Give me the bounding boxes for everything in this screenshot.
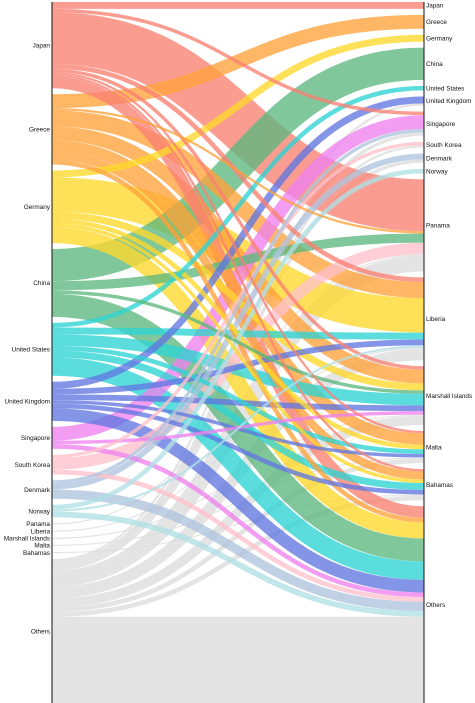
flow-singapore-to-singapore [51,115,425,441]
flow-denmark-to-others [51,489,425,611]
flow-japan-to-panama [51,12,425,232]
flow-germany-to-bahamas [51,223,425,483]
target-label-norway: Norway [426,168,448,175]
flow-greece-to-malta [51,140,425,445]
flow-united-states-to-malta [51,345,425,454]
source-label-marshall-islands: Marshall Islands [4,535,50,542]
source-label-japan: Japan [33,42,51,49]
flow-united-kingdom-to-liberia [51,339,425,395]
target-label-china: China [426,61,443,68]
source-label-norway: Norway [28,508,50,515]
source-label-south-korea: South Korea [14,462,50,469]
flow-germany-to-others [51,226,425,539]
target-label-japan: Japan [426,3,444,10]
flow-norway-to-liberia [51,345,425,512]
flow-others-to-marshall-islands [51,415,425,608]
flow-united-states-to-others [51,357,425,580]
flow-japan-to-malta [51,72,425,434]
flow-norway-to-norway [51,168,425,510]
target-label-bahamas: Bahamas [426,482,453,489]
flow-bahamas-to-bahamas [51,494,425,554]
target-label-singapore: Singapore [426,121,456,128]
flow-japan-to-bahamas [51,74,425,472]
flow-greece-to-panama [51,108,425,234]
flow-norway-to-others [51,511,425,617]
source-label-greece: Greece [29,127,50,134]
flow-united-kingdom-to-marshall-islands [51,394,425,412]
target-label-panama: Panama [426,223,450,230]
flow-japan-to-singapore [51,8,425,116]
source-label-united-kingdom: United Kingdom [5,399,50,406]
flow-china-to-panama [51,233,425,291]
flow-united-kingdom-to-united-kingdom [51,96,425,389]
flow-greece-to-bahamas [51,151,425,480]
source-label-malta: Malta [34,543,50,550]
flow-united-kingdom-to-bahamas [51,403,425,495]
flow-denmark-to-singapore [51,128,425,484]
links-group [51,2,425,703]
flow-south-korea-to-south-korea [51,141,425,459]
labels-group: Japan Greece Germany China United States Unit… [4,3,472,636]
source-label-bahamas: Bahamas [23,550,50,557]
source-label-others: Others [31,628,50,635]
flow-united-states-to-united-states [51,85,425,328]
flow-south-korea-to-others [51,469,425,602]
source-label-china: China [33,280,50,287]
source-label-liberia: Liberia [31,528,51,535]
target-label-others: Others [426,602,445,609]
target-label-united-kingdom: United Kingdom [426,98,471,105]
target-label-malta: Malta [426,444,442,451]
flow-germany-to-malta [51,218,425,450]
flow-china-to-marshall-islands [51,290,425,394]
flow-denmark-to-denmark [51,153,425,490]
target-label-south-korea: South Korea [426,142,462,149]
target-label-liberia: Liberia [426,316,446,323]
flow-united-kingdom-to-others [51,408,425,593]
target-label-united-states: United States [426,85,464,92]
flow-singapore-to-others [51,444,425,598]
flow-germany-to-germany [51,34,425,178]
target-label-denmark: Denmark [426,155,453,162]
target-label-marshall-islands: Marshall Islands [426,393,472,400]
source-label-united-states: United States [12,347,50,354]
source-label-panama: Panama [26,521,50,528]
flow-united-states-to-bahamas [51,350,425,490]
source-label-denmark: Denmark [24,487,51,494]
source-label-singapore: Singapore [21,435,51,442]
flow-japan-to-marshall-islands [51,68,425,370]
source-label-germany: Germany [24,204,51,211]
flow-japan-to-liberia [51,64,425,283]
target-label-greece: Greece [426,19,447,26]
target-label-germany: Germany [426,35,453,42]
